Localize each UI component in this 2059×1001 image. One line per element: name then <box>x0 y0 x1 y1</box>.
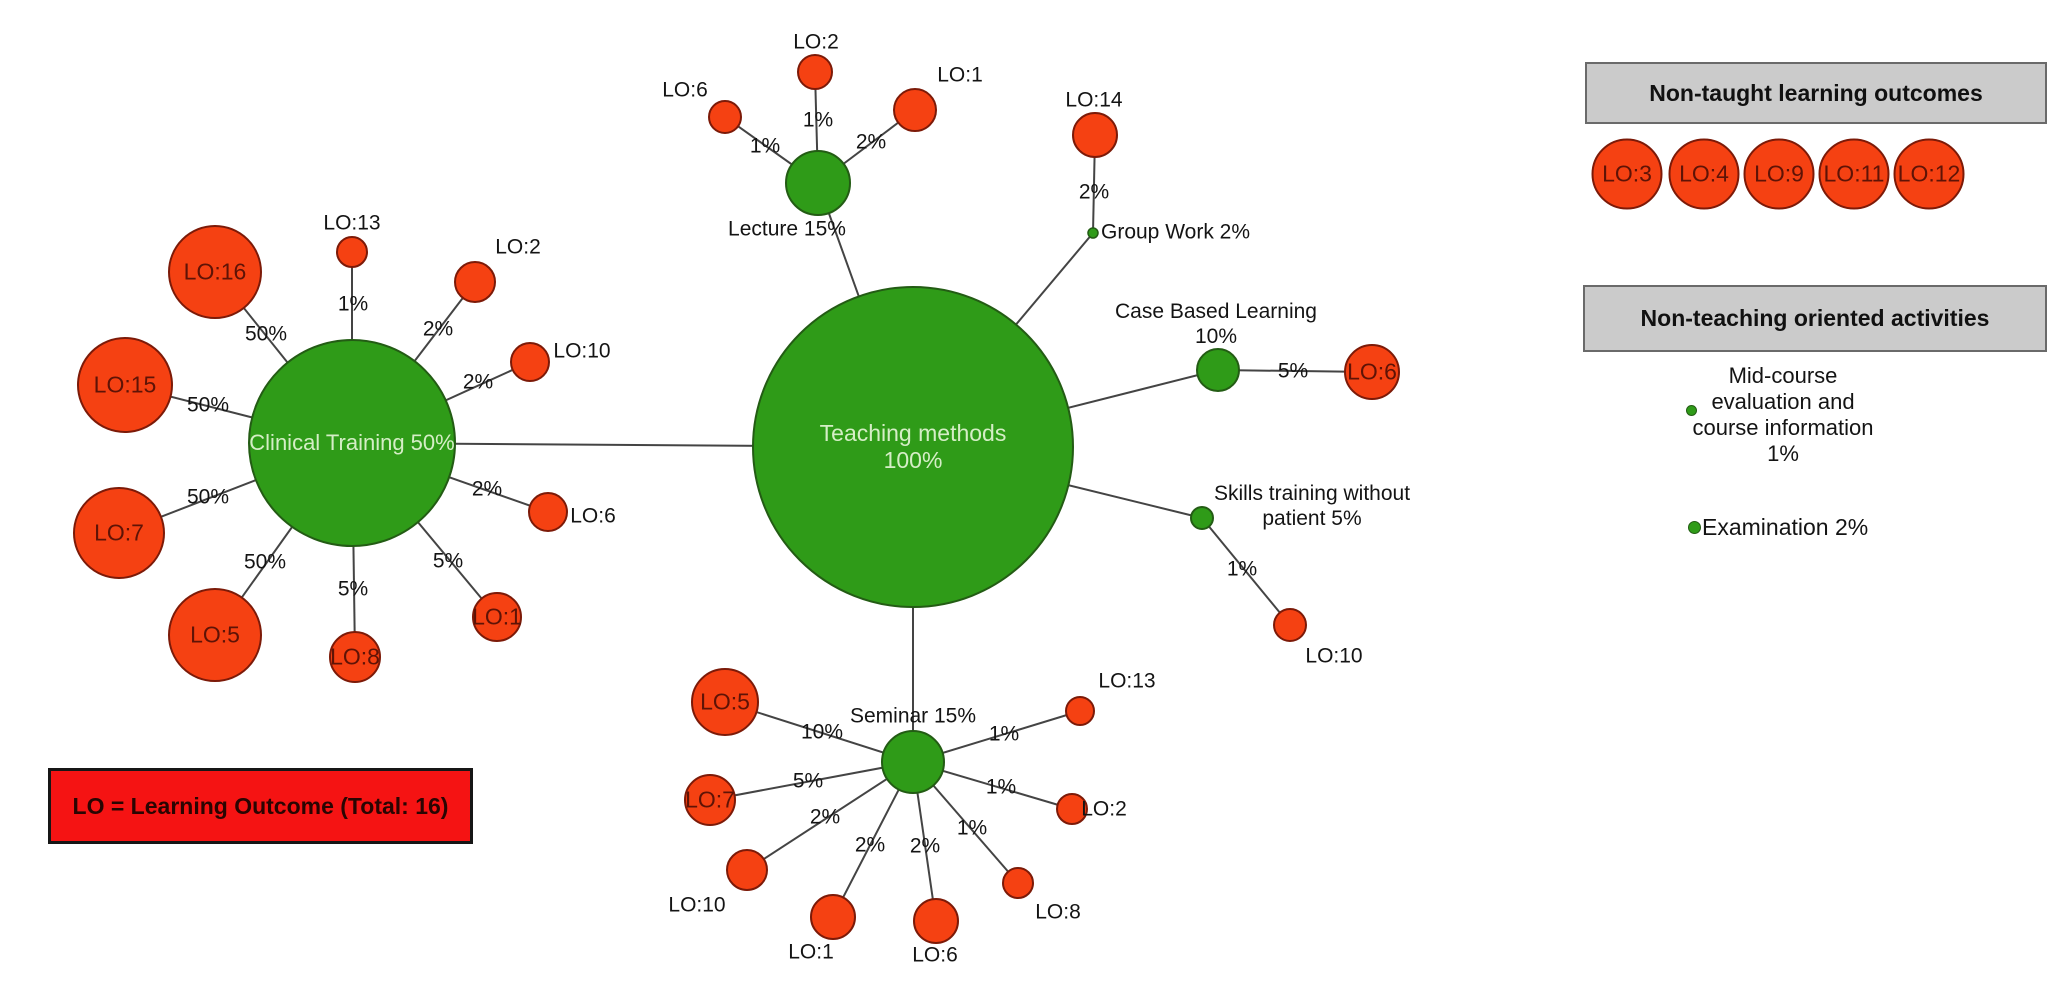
node-c_lo2 <box>454 261 496 303</box>
non-taught-lo-circle-4: LO:11 <box>1818 138 1890 210</box>
non-taught-header: Non-taught learning outcomes <box>1585 62 2047 124</box>
examination-label: Examination 2% <box>1702 514 1869 540</box>
node-se_lo6 <box>913 898 959 944</box>
node-teaching <box>752 286 1074 608</box>
node-l_lo6 <box>708 100 742 134</box>
node-skills <box>1190 506 1214 530</box>
node-seminar <box>881 730 945 794</box>
node-l_lo1 <box>893 88 937 132</box>
node-lecture <box>785 150 851 216</box>
node-c_lo5 <box>168 588 262 682</box>
node-se_lo7 <box>684 774 736 826</box>
node-c_lo6 <box>528 492 568 532</box>
legend-box: LO = Learning Outcome (Total: 16) <box>48 768 473 844</box>
node-c_lo1 <box>472 592 522 642</box>
midcourse-label: Mid-course evaluation and course informa… <box>1692 363 1874 466</box>
edge-seminar-se_lo10 <box>746 761 914 871</box>
node-g_lo14 <box>1072 112 1118 158</box>
node-cb_lo6 <box>1344 344 1400 400</box>
node-s_lo10 <box>1273 608 1307 642</box>
midcourse-dot-icon <box>1686 405 1697 416</box>
non-teaching-header: Non-teaching oriented activities <box>1583 285 2047 352</box>
non-taught-title: Non-taught learning outcomes <box>1649 79 1983 106</box>
node-se_lo13 <box>1065 696 1095 726</box>
node-c_lo10 <box>510 342 550 382</box>
node-l_lo2 <box>797 54 833 90</box>
node-se_lo10 <box>726 849 768 891</box>
non-taught-lo-circle-2: LO:4 <box>1668 138 1740 210</box>
edge-seminar-se_lo7 <box>709 761 914 801</box>
legend-text: LO = Learning Outcome (Total: 16) <box>72 792 449 819</box>
node-c_lo13 <box>336 236 368 268</box>
node-cbl <box>1196 348 1240 392</box>
node-se_lo2 <box>1056 793 1088 825</box>
node-se_lo1 <box>810 894 856 940</box>
non-taught-lo-circle-3: LO:9 <box>1743 138 1815 210</box>
edge-skills-s_lo10 <box>1201 517 1291 626</box>
non-teaching-title: Non-teaching oriented activities <box>1640 305 1990 331</box>
examination-dot-icon <box>1688 521 1701 534</box>
non-taught-lo-circle-1: LO:3 <box>1591 138 1663 210</box>
node-c_lo16 <box>168 225 262 319</box>
node-c_lo7 <box>73 487 165 579</box>
node-c_lo8 <box>329 631 381 683</box>
node-se_lo5 <box>691 668 759 736</box>
non-taught-lo-circle-5: LO:12 <box>1893 138 1965 210</box>
node-clinical <box>248 339 456 547</box>
node-se_lo8 <box>1002 867 1034 899</box>
node-c_lo15 <box>77 337 173 433</box>
node-groupwork <box>1087 227 1099 239</box>
